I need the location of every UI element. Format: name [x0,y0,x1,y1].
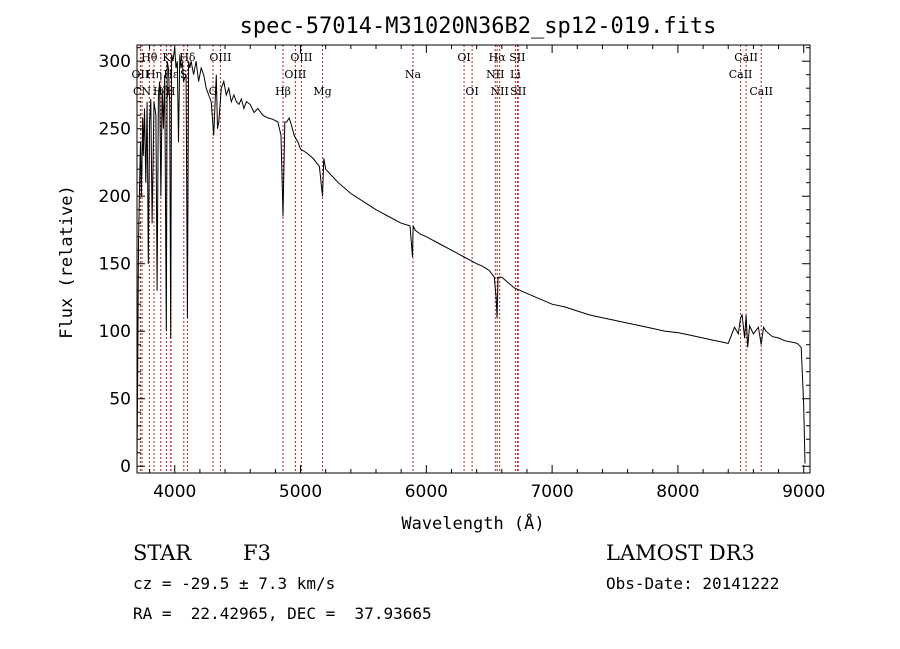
chart-title: spec-57014-M31020N36B2_sp12-019.fits [240,14,717,39]
emission-line-label: Hδ [179,51,196,64]
survey-name: LAMOST DR3 [606,541,755,565]
y-tick-label: 250 [99,120,131,140]
object-class: STAR [133,541,192,565]
emission-line-label: G [209,85,218,98]
emission-line-label: OIII [284,68,306,81]
emission-line-markers [139,45,762,473]
y-tick-label: 100 [99,322,131,342]
emission-line-label: OI [465,85,478,98]
y-tick-label: 200 [99,187,131,207]
emission-line-label: Hθ [141,51,158,64]
x-tick-label: 8000 [656,482,699,502]
emission-line-label: SII [510,85,526,98]
emission-line-label: NII [486,68,504,81]
emission-line-label: CN [133,85,151,98]
emission-line-label: OIII [209,51,231,64]
x-tick-label: 4000 [153,482,196,502]
x-tick-label: 9000 [782,482,825,502]
x-axis-label: Wavelength (Å) [401,512,544,534]
y-tick-label: 0 [120,457,131,477]
emission-line-label: Mg [313,85,331,98]
plot-frame [136,44,811,474]
observation-date: Obs-Date: 20141222 [606,574,779,593]
y-axis-ticks: 0 50 100 150 200 250 300 [99,47,810,477]
emission-line-label: Na [405,68,422,81]
emission-line-label: S [180,68,188,81]
emission-line-label: Hη [146,68,162,81]
emission-line-label: CaII [749,85,773,98]
y-axis-label: Flux (relative) [57,185,77,339]
emission-line-label: Hα [489,51,507,64]
emission-line-label: SII [509,51,525,64]
emission-line-label: CaII [734,51,758,64]
spectrum-line [136,47,806,464]
x-tick-label: 7000 [530,482,573,502]
y-tick-label: 150 [99,255,131,275]
y-tick-label: 50 [109,390,131,410]
emission-line-label: Li [510,68,521,81]
redshift-cz: cz = -29.5 ± 7.3 km/s [133,574,335,593]
object-subclass: F3 [243,541,271,565]
emission-line-label: OIII [290,51,312,64]
x-tick-label: 6000 [405,482,448,502]
emission-line-label: Hβ [275,85,291,98]
y-tick-label: 300 [99,52,131,72]
x-tick-label: 5000 [279,482,322,502]
coordinates: RA = 22.42965, DEC = 37.93665 [133,604,432,623]
emission-line-label: CaII [729,68,753,81]
emission-line-label: K [162,51,171,64]
emission-line-label: NII [491,85,509,98]
emission-line-label: H [166,85,176,98]
x-axis-ticks: 4000 5000 6000 7000 8000 9000 [149,45,825,502]
emission-line-label: OI [457,51,470,64]
